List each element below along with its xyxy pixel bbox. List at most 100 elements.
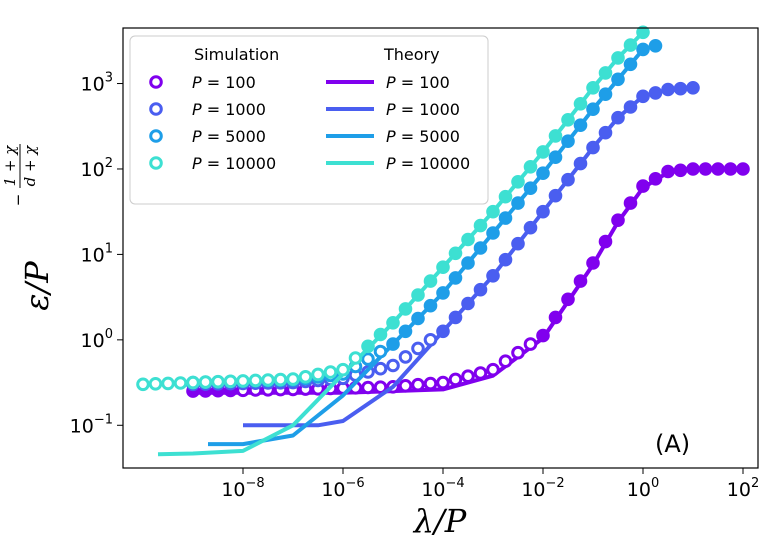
sim-point-3-38 bbox=[611, 51, 625, 65]
sim-point-0-41 bbox=[698, 162, 713, 176]
sim-point-2-24 bbox=[486, 226, 500, 240]
sim-point-3-22 bbox=[411, 288, 425, 302]
sim-point-3-16 bbox=[336, 362, 350, 377]
sim-point-1-30 bbox=[561, 172, 575, 187]
sim-point-2-26 bbox=[511, 196, 525, 210]
series-3 bbox=[136, 25, 650, 457]
sim-point-3-29 bbox=[498, 189, 513, 204]
sim-point-3-12 bbox=[286, 372, 300, 386]
y-tick-label-3: 102 bbox=[81, 156, 113, 181]
sim-point-3-5 bbox=[198, 375, 213, 389]
sim-point-0-18 bbox=[411, 377, 425, 392]
sim-point-3-18 bbox=[361, 339, 375, 354]
sim-point-1-19 bbox=[423, 333, 438, 347]
x-tick-base-0: 10 bbox=[221, 479, 245, 501]
sim-point-3-37 bbox=[598, 66, 613, 80]
sim-point-2-36 bbox=[636, 42, 650, 57]
sim-point-2-30 bbox=[561, 134, 575, 148]
sim-point-3-32 bbox=[536, 145, 550, 159]
x-axis-title: λ/P bbox=[412, 502, 467, 540]
sim-point-0-36 bbox=[636, 179, 650, 193]
sim-point-0-29 bbox=[548, 310, 563, 325]
sim-point-0-42 bbox=[711, 162, 725, 176]
sim-point-0-20 bbox=[436, 375, 450, 390]
y-tick-exp-1: 0 bbox=[105, 327, 113, 342]
sim-point-3-23 bbox=[423, 274, 438, 288]
x-tick-label-4: 100 bbox=[627, 476, 659, 501]
legend-sim-label-2: P = 5000 bbox=[192, 127, 266, 146]
sim-point-3-35 bbox=[573, 97, 588, 111]
sim-point-0-28 bbox=[536, 328, 550, 343]
legend-sim-label-rest-0: = 100 bbox=[202, 73, 256, 92]
sim-point-3-21 bbox=[398, 302, 413, 316]
y-tick-exp-2: 1 bbox=[105, 241, 113, 256]
x-tick-exp-4: 0 bbox=[651, 476, 659, 491]
sim-point-3-6 bbox=[211, 374, 225, 389]
sim-point-1-31 bbox=[573, 156, 588, 171]
sim-point-0-37 bbox=[648, 172, 663, 186]
legend-sim-marker-0 bbox=[149, 75, 163, 89]
sim-point-0-26 bbox=[511, 345, 525, 360]
sim-point-3-14 bbox=[311, 367, 325, 382]
sim-point-2-18 bbox=[411, 311, 425, 326]
sim-point-2-37 bbox=[648, 39, 663, 53]
legend-theory-label-var-0: P bbox=[386, 73, 396, 92]
y-tick-label-1: 100 bbox=[81, 327, 113, 352]
sim-point-0-35 bbox=[623, 196, 638, 210]
x-tick-exp-1: −6 bbox=[346, 476, 365, 491]
sim-point-2-17 bbox=[398, 324, 413, 339]
sim-point-1-37 bbox=[648, 86, 663, 100]
x-tick-base-3: 10 bbox=[521, 479, 545, 501]
sim-point-2-32 bbox=[586, 102, 600, 116]
x-tick-base-4: 10 bbox=[627, 479, 651, 501]
sim-point-3-27 bbox=[473, 218, 488, 233]
sim-point-0-14 bbox=[361, 380, 375, 395]
sim-point-2-33 bbox=[598, 87, 613, 101]
sim-point-0-31 bbox=[573, 274, 588, 288]
sim-point-0-27 bbox=[523, 337, 538, 351]
legend-sim-label-rest-1: = 1000 bbox=[202, 100, 266, 119]
sim-point-3-26 bbox=[461, 232, 475, 247]
sim-point-2-31 bbox=[573, 118, 588, 132]
sim-point-1-20 bbox=[436, 324, 450, 339]
sim-point-3-15 bbox=[323, 365, 338, 379]
legend-theory-label-0: P = 100 bbox=[386, 73, 450, 92]
y-axis-title-exp-num: 1 + χ bbox=[1, 145, 19, 187]
sim-point-2-14 bbox=[361, 352, 375, 366]
panel-label: (A) bbox=[655, 430, 690, 458]
sim-point-3-8 bbox=[236, 374, 250, 388]
sim-point-1-36 bbox=[636, 89, 650, 104]
y-tick-exp-4: 3 bbox=[105, 71, 113, 86]
sim-point-1-22 bbox=[461, 296, 475, 311]
plot-frame bbox=[122, 27, 759, 469]
x-tick-label-3: 10−2 bbox=[521, 476, 564, 501]
sim-point-0-17 bbox=[398, 379, 413, 393]
legend-theory-label-var-3: P bbox=[386, 154, 396, 173]
y-tick-label-0: 10−1 bbox=[70, 412, 113, 437]
sim-point-1-25 bbox=[498, 252, 513, 267]
sim-point-1-39 bbox=[673, 81, 688, 96]
sim-point-1-27 bbox=[523, 220, 538, 235]
sim-point-0-34 bbox=[611, 213, 625, 227]
sim-point-2-19 bbox=[423, 298, 438, 313]
sim-point-1-23 bbox=[473, 282, 488, 297]
sim-point-1-28 bbox=[536, 204, 550, 219]
sim-point-0-21 bbox=[448, 372, 463, 387]
legend-box bbox=[129, 35, 489, 205]
sim-point-3-28 bbox=[486, 204, 500, 219]
sim-point-1-26 bbox=[511, 236, 525, 251]
sim-point-3-4 bbox=[186, 375, 200, 390]
sim-point-1-17 bbox=[398, 350, 413, 364]
legend-theory-label-rest-3: = 10000 bbox=[396, 154, 470, 173]
sim-point-1-35 bbox=[623, 100, 638, 114]
x-tick-base-2: 10 bbox=[421, 479, 445, 501]
sim-point-3-17 bbox=[348, 351, 363, 365]
y-tick-base-3: 10 bbox=[81, 159, 105, 181]
legend-sim-marker-3 bbox=[149, 156, 163, 170]
sim-point-0-40 bbox=[686, 162, 700, 176]
sim-point-1-38 bbox=[661, 82, 675, 97]
legend-theory-label-1: P = 1000 bbox=[386, 100, 460, 119]
sim-point-3-7 bbox=[223, 374, 238, 389]
